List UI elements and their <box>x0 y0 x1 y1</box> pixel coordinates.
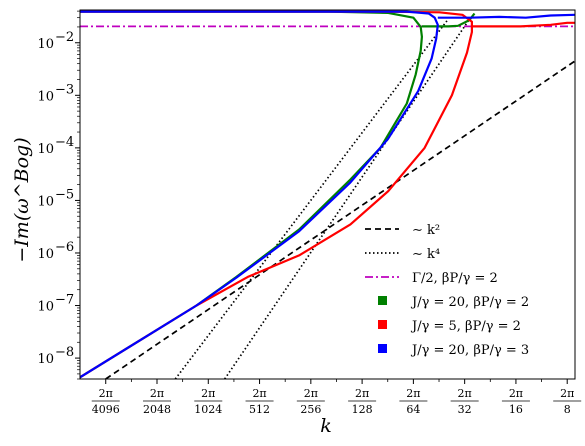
y-tick-label: 10 <box>37 352 54 367</box>
series-upper-branch-5 <box>471 21 575 28</box>
plot-clip-group <box>80 10 575 379</box>
x-tick-label-den: 256 <box>300 403 321 416</box>
x-tick-label-den: 128 <box>352 403 373 416</box>
y-tick-exponent: −4 <box>55 135 74 150</box>
legend-swatch-marker <box>378 296 387 305</box>
legend-swatch-marker <box>378 320 387 329</box>
legend-swatch-marker <box>378 344 387 353</box>
x-ticks: 2π 4096 2π 2048 2π 1024 2π 512 2π 256 2π 128 2π 64 2π 3… <box>91 379 582 416</box>
y-tick-label: 10 <box>37 37 54 52</box>
x-tick-label-num: 2π <box>458 387 472 400</box>
legend: ∼ k² ∼ k⁴ Γ/2, βP/γ = 2 J/γ = 20, βP/γ = 2 J… <box>365 223 529 358</box>
y-tick-exponent: −8 <box>55 345 74 360</box>
y-tick-exponent: −5 <box>55 187 74 202</box>
x-tick-label-den: 4096 <box>92 403 120 416</box>
legend-label: J/γ = 20, βP/γ = 2 <box>410 295 529 310</box>
x-tick-label-num: 2π <box>355 387 369 400</box>
legend-label: ∼ k² <box>412 223 440 238</box>
series-line-6 <box>80 10 439 379</box>
y-tick-exponent: −6 <box>55 240 74 255</box>
series-line-5 <box>80 10 473 379</box>
x-tick-label-num: 2π <box>560 387 574 400</box>
x-tick-label-num: 2π <box>99 387 113 400</box>
series-layer <box>80 10 575 379</box>
legend-label: Γ/2, βP/γ = 2 <box>412 271 498 286</box>
x-tick-label-den: 32 <box>458 403 472 416</box>
x-tick-label-num: 2π <box>252 387 266 400</box>
legend-label: ∼ k⁴ <box>412 247 440 262</box>
x-tick-label-num: 2π <box>406 387 420 400</box>
series-line-2 <box>223 18 471 379</box>
legend-label: J/γ = 20, βP/γ = 3 <box>410 343 529 358</box>
legend-label: J/γ = 5, βP/γ = 2 <box>410 319 521 334</box>
x-tick-label-den: 512 <box>249 403 270 416</box>
y-axis-title: −Im(ω^Bog) <box>11 137 33 262</box>
y-tick-label: 10 <box>37 300 54 315</box>
y-tick-label: 10 <box>37 247 54 262</box>
x-tick-label-num: 2π <box>509 387 523 400</box>
x-tick-label-num: 2π <box>150 387 164 400</box>
x-tick-label-den: 64 <box>406 403 420 416</box>
y-tick-label: 10 <box>37 194 54 209</box>
y-tick-label: 10 <box>37 89 54 104</box>
x-tick-label-num: 2π <box>304 387 318 400</box>
y-ticks: 10−810−710−610−510−410−310−2 <box>37 10 80 380</box>
series-upper-branch-6 <box>437 13 575 19</box>
plot-frame <box>79 9 576 380</box>
x-tick-label-den: 8 <box>564 403 571 416</box>
y-tick-exponent: −2 <box>55 30 74 45</box>
y-tick-exponent: −3 <box>55 82 74 97</box>
series-line-0 <box>105 60 575 379</box>
y-tick-exponent: −7 <box>55 293 74 308</box>
series-line-4 <box>80 10 423 379</box>
series-line-1 <box>174 18 449 379</box>
x-tick-label-num: 2π <box>201 387 215 400</box>
x-tick-label-den: 1024 <box>194 403 222 416</box>
x-axis-title: k <box>320 415 332 437</box>
x-tick-label-den: 16 <box>509 403 523 416</box>
y-tick-label: 10 <box>37 142 54 157</box>
x-tick-label-den: 2048 <box>143 403 171 416</box>
